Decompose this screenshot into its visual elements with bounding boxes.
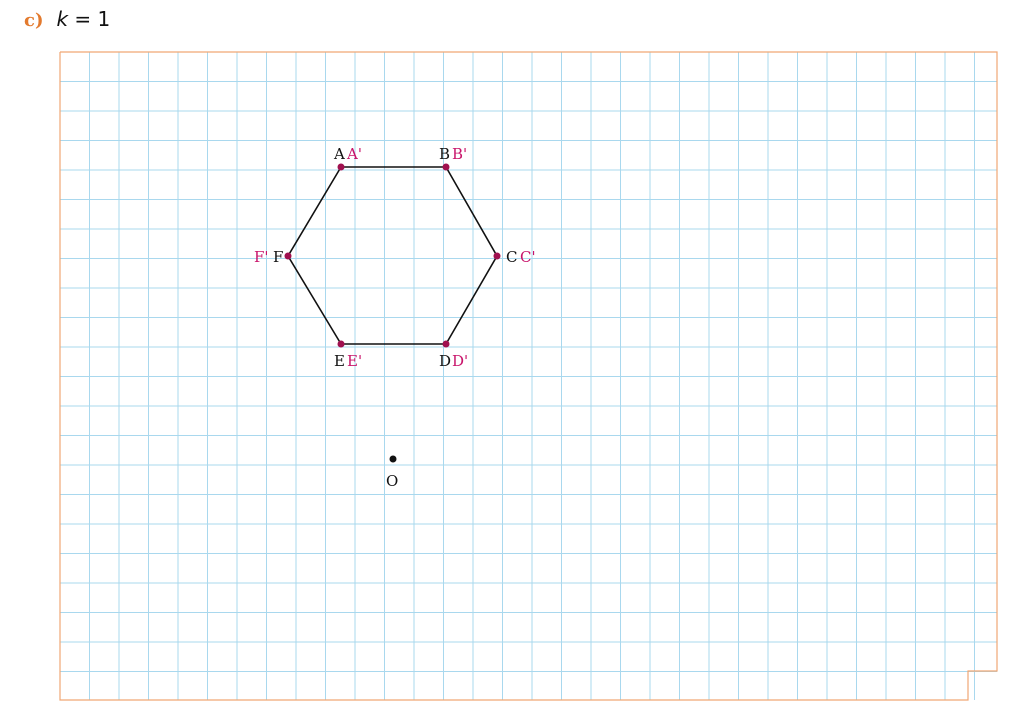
- center-o-dot: [390, 456, 397, 463]
- label-c: C: [506, 248, 517, 266]
- vertex-a-dot: [338, 164, 345, 171]
- label-b: B: [439, 145, 450, 163]
- label-b-prime: B': [452, 145, 467, 163]
- vertex-f-dot: [285, 253, 292, 260]
- label-a-prime: A': [346, 145, 362, 163]
- vertex-b-dot: [443, 164, 450, 171]
- label-f: F: [273, 248, 283, 266]
- grid-lines: [60, 52, 997, 700]
- vertex-e-dot: [338, 341, 345, 348]
- label-d: D: [439, 352, 451, 370]
- label-o: O: [386, 472, 398, 490]
- label-d-prime: D': [452, 352, 468, 370]
- label-e: E: [334, 352, 345, 370]
- label-f-prime: F': [254, 248, 269, 266]
- vertex-c-dot: [494, 253, 501, 260]
- vertex-d-dot: [443, 341, 450, 348]
- label-c-prime: C': [520, 248, 536, 266]
- label-e-prime: E': [347, 352, 362, 370]
- label-a: A: [333, 145, 345, 163]
